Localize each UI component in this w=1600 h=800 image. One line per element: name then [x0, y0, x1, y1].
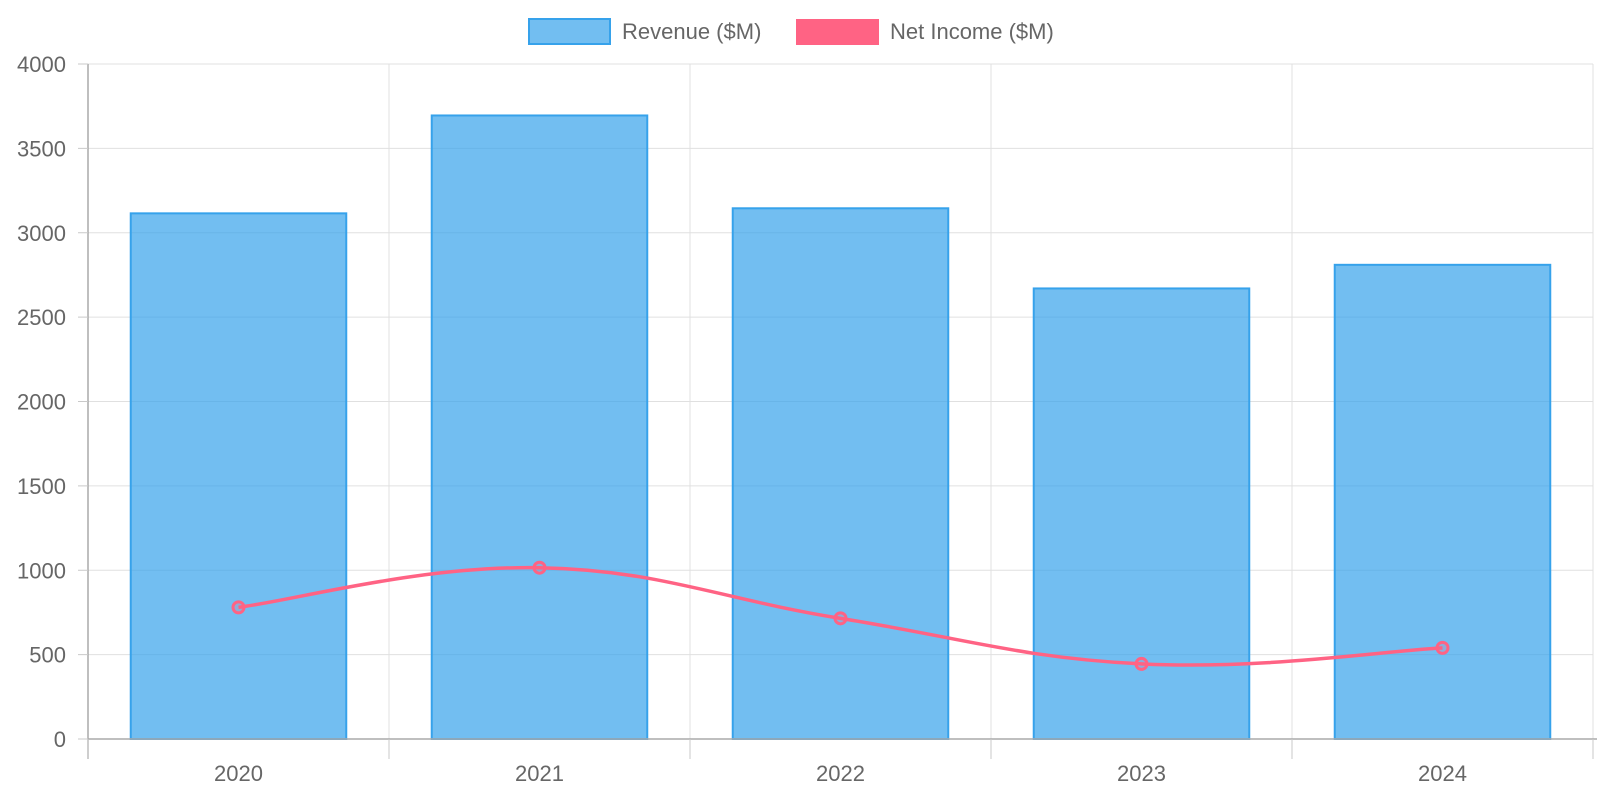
- revenue-bars: [129, 114, 1552, 740]
- legend-item-net-income[interactable]: Net Income ($M): [796, 19, 1054, 45]
- revenue-bar[interactable]: [1333, 263, 1552, 740]
- revenue-bar[interactable]: [430, 114, 649, 740]
- legend-swatch-revenue: [528, 18, 611, 45]
- legend-label-revenue: Revenue ($M): [622, 19, 761, 44]
- net-income-point[interactable]: [532, 560, 547, 575]
- x-axis-ticks: 2020 2021 2022 2023 2024: [87, 739, 1594, 786]
- legend-item-revenue[interactable]: Revenue ($M): [528, 18, 761, 45]
- net-income-point[interactable]: [1435, 640, 1450, 655]
- net-income-line: [231, 560, 1450, 671]
- net-income-point[interactable]: [231, 600, 246, 615]
- y-tick-label: 1000: [17, 558, 66, 583]
- y-tick-label: 2500: [17, 305, 66, 330]
- legend-label-net-income: Net Income ($M): [890, 19, 1054, 44]
- x-tick-label: 2023: [1117, 761, 1166, 786]
- net-income-point[interactable]: [1134, 656, 1149, 671]
- revenue-bar[interactable]: [129, 212, 348, 740]
- revenue-bar[interactable]: [1032, 287, 1251, 740]
- y-tick-label: 3000: [17, 221, 66, 246]
- revenue-bar[interactable]: [731, 207, 950, 740]
- y-tick-label: 4000: [17, 52, 66, 77]
- y-tick-label: 2000: [17, 390, 66, 415]
- y-tick-label: 0: [54, 727, 66, 752]
- legend[interactable]: Revenue ($M) Net Income ($M): [528, 18, 1054, 45]
- legend-swatch-net-income: [796, 19, 879, 45]
- x-tick-label: 2020: [214, 761, 263, 786]
- x-tick-label: 2022: [816, 761, 865, 786]
- x-tick-label: 2021: [515, 761, 564, 786]
- y-axis-ticks: 0 500 1000 1500 2000 2500 3000 3500 4000: [17, 52, 88, 752]
- net-income-point[interactable]: [833, 611, 848, 626]
- y-tick-label: 3500: [17, 136, 66, 161]
- y-tick-label: 500: [29, 643, 66, 668]
- y-tick-label: 1500: [17, 474, 66, 499]
- net-income-line-path: [238, 565, 1443, 667]
- x-tick-label: 2024: [1418, 761, 1467, 786]
- axes: [87, 64, 1597, 759]
